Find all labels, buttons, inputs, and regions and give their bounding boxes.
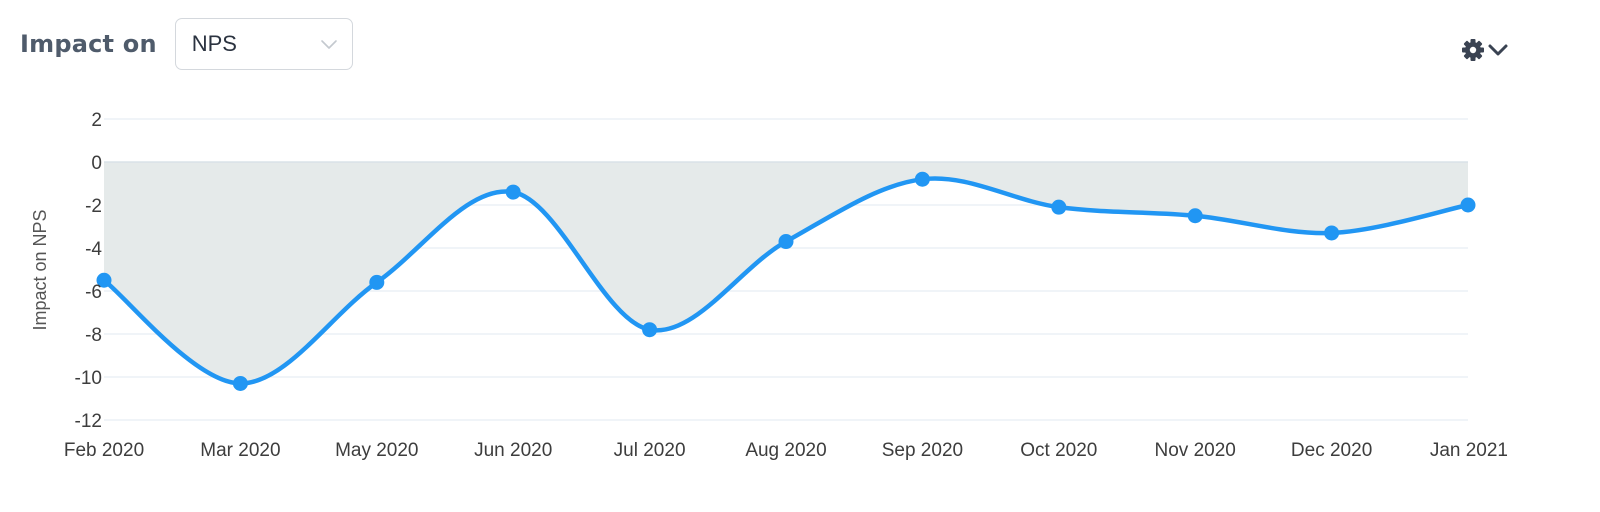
y-tick-label: -2: [85, 196, 102, 217]
x-axis-ticks: Feb 2020 Mar 2020 May 2020 Jun 2020 Jul 2020…: [64, 440, 1508, 461]
data-point[interactable]: [1051, 199, 1067, 215]
x-tick-label: Jul 2020: [614, 440, 686, 461]
chart-header: Impact on NPS: [20, 17, 1580, 71]
x-tick-label: May 2020: [335, 440, 418, 461]
metric-select-value: NPS: [191, 31, 237, 56]
data-point[interactable]: [232, 375, 248, 391]
data-point[interactable]: [1460, 197, 1476, 213]
x-tick-label: Nov 2020: [1155, 440, 1236, 461]
y-tick-label: 0: [91, 153, 102, 174]
y-tick-label: -4: [85, 239, 102, 260]
x-tick-label: Dec 2020: [1291, 440, 1372, 461]
y-tick-label: 2: [91, 110, 102, 131]
data-point[interactable]: [369, 274, 385, 290]
chart-settings-menu[interactable]: [1460, 36, 1520, 64]
x-tick-label: Mar 2020: [200, 440, 280, 461]
chevron-down-icon: [1486, 41, 1510, 59]
x-tick-label: Jan 2021: [1430, 440, 1508, 461]
x-tick-label: Feb 2020: [64, 440, 144, 461]
y-axis-ticks: 2 0 -2 -4 -6 -8 -10 -12: [75, 110, 103, 432]
gear-icon: [1460, 37, 1486, 63]
x-tick-label: Oct 2020: [1020, 440, 1097, 461]
data-point[interactable]: [1187, 208, 1203, 224]
impact-area: [104, 161, 1468, 384]
data-point[interactable]: [96, 272, 112, 288]
metric-select[interactable]: NPS: [174, 18, 353, 70]
impact-line-series: [101, 176, 1471, 386]
series-area: [104, 162, 1468, 384]
chevron-down-icon: [320, 36, 338, 52]
impact-on-label: Impact on: [20, 30, 157, 58]
data-points: [96, 171, 1476, 391]
y-tick-label: -6: [85, 282, 102, 303]
series-line: [101, 176, 1471, 386]
x-tick-label: Aug 2020: [745, 440, 826, 461]
data-point[interactable]: [778, 234, 794, 250]
data-point[interactable]: [1324, 225, 1340, 241]
x-tick-label: Jun 2020: [474, 440, 552, 461]
data-point[interactable]: [914, 171, 930, 187]
x-tick-label: Sep 2020: [882, 440, 963, 461]
y-axis-title: Impact on NPS: [30, 209, 50, 330]
data-point[interactable]: [505, 184, 521, 200]
data-point[interactable]: [642, 322, 658, 338]
y-tick-label: -12: [75, 411, 102, 432]
y-tick-label: -10: [75, 368, 102, 389]
y-tick-label: -8: [85, 325, 102, 346]
